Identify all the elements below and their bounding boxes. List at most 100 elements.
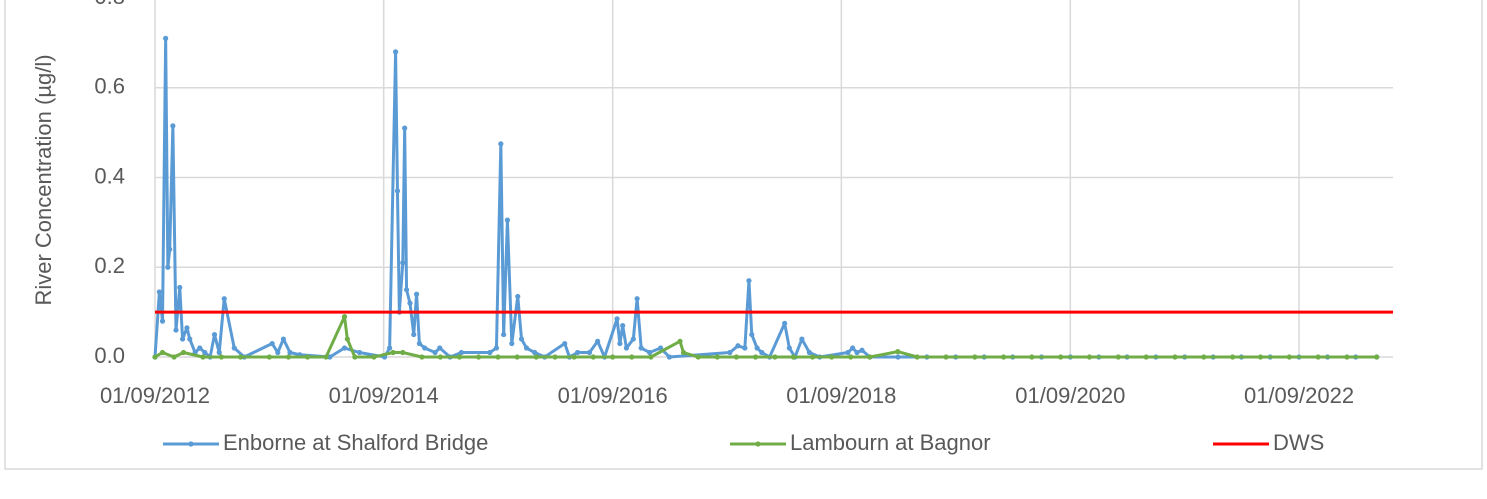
data-point: [344, 336, 350, 342]
data-point: [413, 291, 420, 297]
data-point: [159, 318, 166, 324]
y-tick-label: 0.2: [94, 253, 125, 278]
data-point: [180, 349, 187, 356]
x-tick-label: 01/09/2018: [786, 383, 896, 408]
data-point: [304, 354, 311, 360]
data-point: [680, 349, 687, 356]
chart-border: [4, 0, 1483, 470]
data-point: [218, 354, 225, 360]
data-point: [1029, 354, 1035, 360]
data-point: [422, 345, 428, 351]
data-point: [533, 354, 539, 360]
data-point: [514, 354, 520, 360]
data-point: [895, 354, 901, 360]
data-point: [487, 349, 493, 356]
data-point: [749, 331, 755, 338]
data-point: [586, 349, 593, 356]
data-point: [617, 340, 623, 347]
data-point: [1374, 354, 1380, 360]
data-point: [1344, 354, 1350, 360]
data-point: [184, 325, 190, 331]
data-point: [634, 296, 640, 302]
data-point: [630, 336, 636, 342]
data-point: [419, 354, 425, 360]
data-point: [202, 349, 208, 356]
data-point: [387, 345, 393, 351]
data-point: [323, 354, 329, 360]
data-point: [806, 349, 812, 356]
data-point: [848, 354, 854, 360]
x-tick-label: 01/09/2014: [329, 383, 439, 408]
data-point: [914, 354, 920, 360]
x-tick-label: 01/09/2012: [100, 383, 210, 408]
data-point: [972, 354, 978, 360]
data-point: [352, 354, 358, 360]
data-point: [1001, 354, 1007, 360]
data-point: [456, 354, 463, 360]
data-point: [850, 345, 856, 351]
data-point: [416, 340, 422, 347]
data-point: [733, 354, 740, 360]
legend-marker: [188, 441, 194, 447]
data-point: [1201, 354, 1207, 360]
data-point: [562, 340, 568, 347]
data-point: [658, 345, 664, 351]
data-point: [1172, 354, 1178, 360]
data-point: [179, 336, 186, 342]
series-line: [154, 315, 1377, 359]
data-point: [498, 141, 504, 147]
data-point: [392, 49, 399, 55]
data-point: [532, 349, 538, 356]
data-point: [177, 284, 183, 291]
data-point: [845, 349, 851, 356]
data-point: [171, 354, 177, 360]
data-point: [287, 349, 293, 356]
data-point: [746, 278, 752, 284]
data-point: [571, 354, 577, 360]
data-point: [1086, 354, 1093, 360]
x-tick-label: 01/09/2020: [1015, 383, 1125, 408]
data-point: [772, 354, 778, 360]
data-point: [1143, 354, 1149, 360]
data-point: [614, 316, 620, 322]
y-tick-label: 0.8: [94, 0, 125, 9]
data-point: [735, 343, 741, 349]
data-point: [163, 35, 169, 41]
data-point: [623, 345, 630, 351]
data-point: [677, 338, 683, 344]
data-point: [266, 354, 272, 360]
data-point: [152, 354, 158, 360]
data-point: [390, 349, 396, 356]
data-point: [943, 354, 949, 360]
y-tick-label: 0.6: [94, 74, 125, 99]
data-point: [173, 327, 179, 333]
data-point: [666, 354, 672, 360]
data-point: [341, 314, 348, 320]
data-point: [552, 354, 558, 360]
data-point: [402, 125, 408, 131]
y-tick-label: 0.4: [94, 163, 125, 188]
data-point: [752, 354, 759, 360]
data-point: [371, 354, 377, 360]
legend-label: Enborne at Shalford Bridge: [223, 430, 488, 455]
legend-label: Lambourn at Bagnor: [790, 430, 991, 455]
data-point: [523, 345, 530, 351]
data-point: [629, 354, 635, 360]
data-point: [400, 349, 406, 356]
data-point: [187, 336, 193, 342]
data-point: [493, 345, 500, 351]
data-point: [504, 217, 511, 223]
data-point: [156, 289, 162, 295]
data-point: [501, 331, 507, 338]
y-tick-label: 0.0: [94, 343, 125, 368]
data-point: [356, 349, 363, 356]
data-point: [895, 349, 901, 355]
data-point: [403, 287, 410, 293]
data-point: [269, 340, 275, 347]
data-point: [648, 354, 654, 360]
data-point: [407, 300, 413, 306]
data-point: [759, 349, 765, 356]
data-point: [280, 336, 287, 342]
data-point: [742, 345, 748, 351]
data-point: [754, 345, 760, 351]
